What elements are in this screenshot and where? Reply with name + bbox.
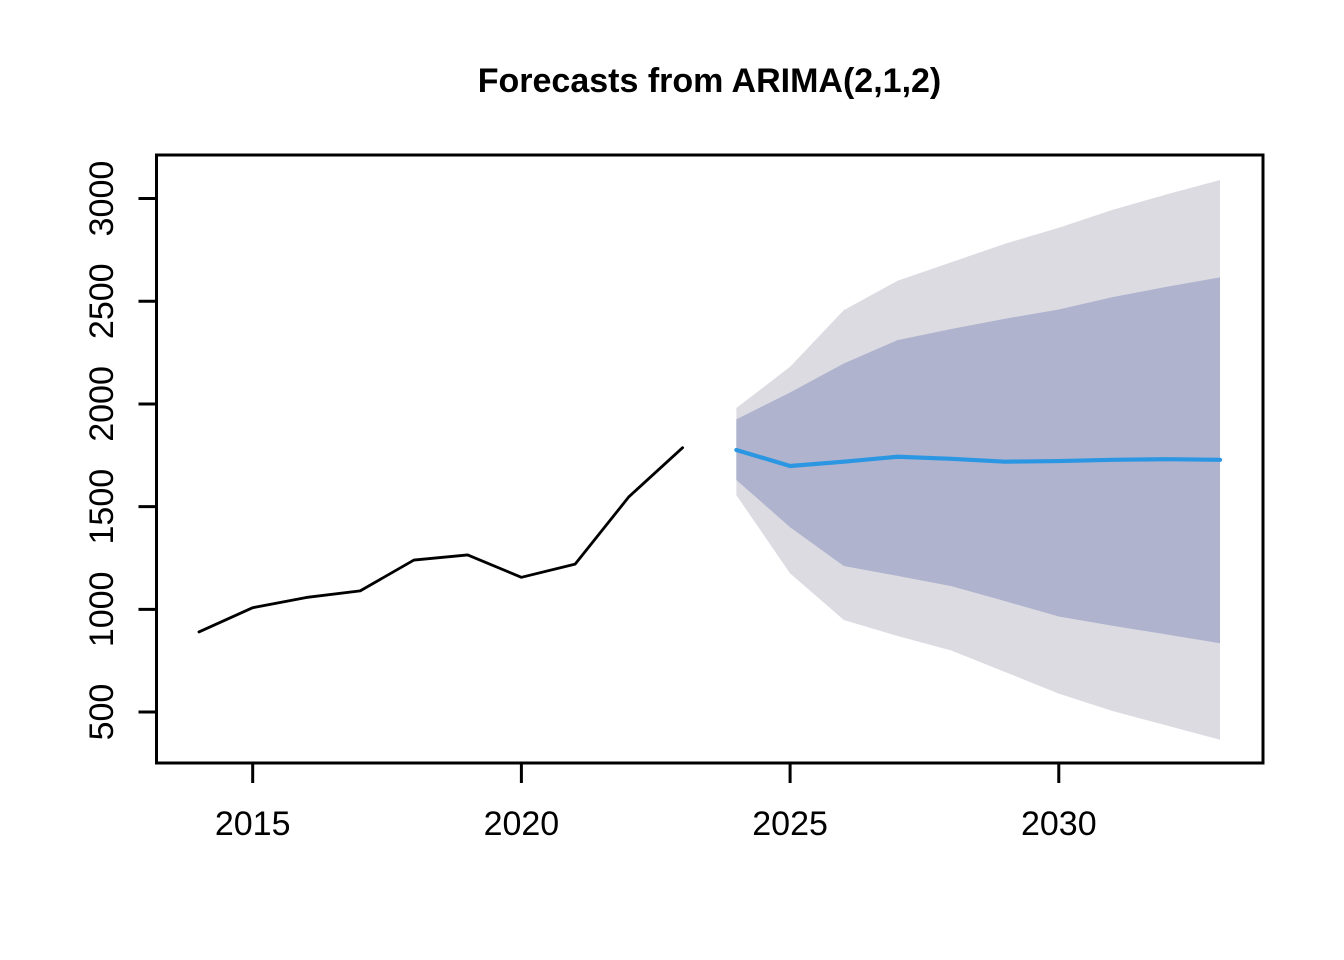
y-axis-tick-label: 1500 [83, 469, 121, 545]
x-axis-tick-label: 2015 [215, 805, 291, 843]
y-axis-tick-label: 2500 [83, 263, 121, 339]
plot-border [155, 153, 1265, 765]
x-axis-tick-label: 2025 [752, 805, 828, 843]
y-axis-tick-label: 500 [83, 684, 121, 741]
x-axis-tick-label: 2030 [1021, 805, 1097, 843]
y-axis-tick-label: 2000 [83, 366, 121, 442]
x-axis-tick-label: 2020 [484, 805, 560, 843]
chart-title: Forecasts from ARIMA(2,1,2) [477, 62, 942, 100]
y-axis-tick-label: 3000 [83, 161, 121, 237]
observed-line [197, 446, 685, 634]
y-axis-tick-label: 1000 [83, 572, 121, 648]
forecast-mean-line [734, 447, 1223, 469]
